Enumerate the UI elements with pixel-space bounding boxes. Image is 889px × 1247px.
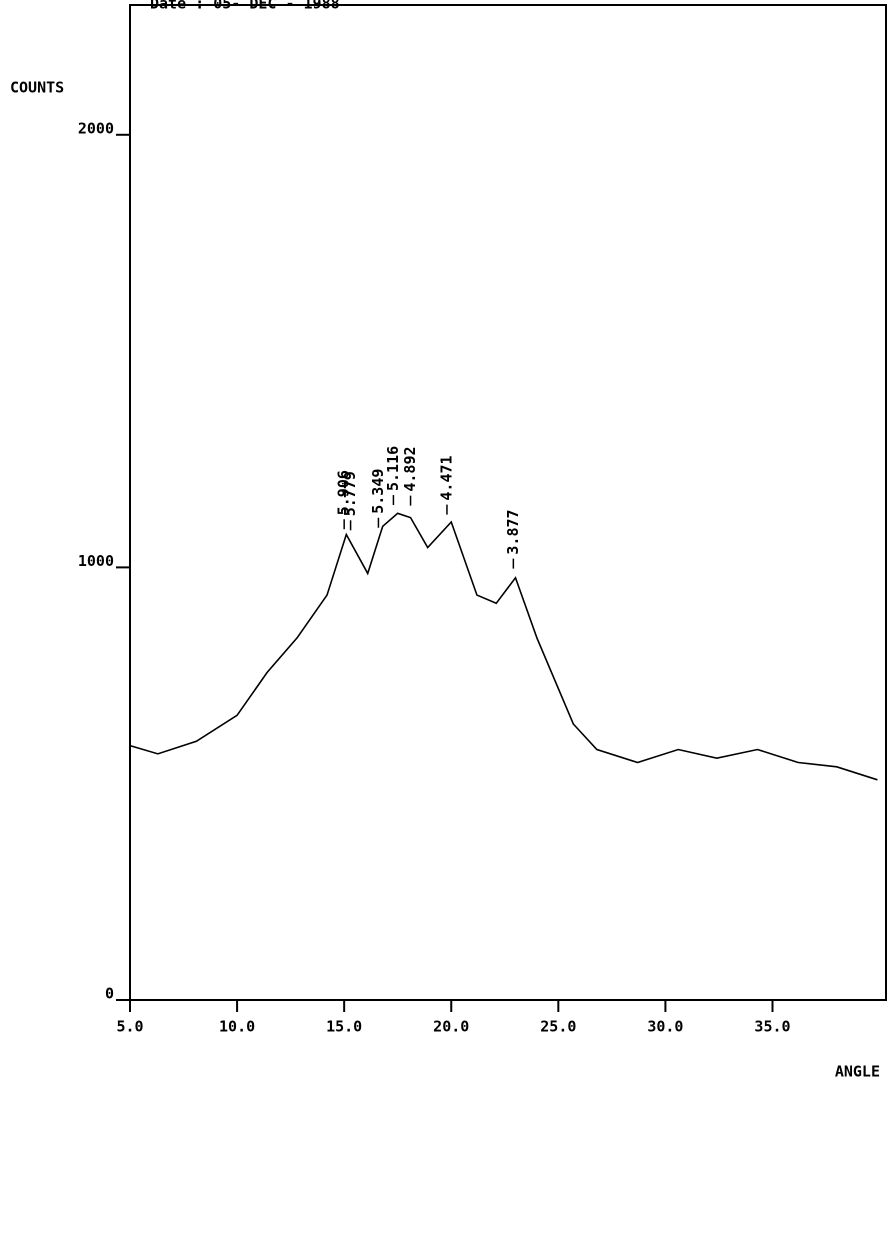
x-tick-label: 10.0 <box>219 1018 255 1036</box>
x-tick-label: 15.0 <box>326 1018 362 1036</box>
peak-label: 4.471 <box>437 455 455 500</box>
y-axis-label: COUNTS <box>10 79 64 97</box>
peak-label: 5.349 <box>369 469 387 514</box>
peak-label: 3.877 <box>504 509 522 554</box>
peak-label: 5.779 <box>341 471 359 516</box>
peak-label: 5.906 <box>335 470 353 515</box>
x-tick-label: 20.0 <box>433 1018 469 1036</box>
y-tick-label: 1000 <box>78 552 114 570</box>
peak-label: 5.116 <box>384 446 402 491</box>
x-tick-label: 25.0 <box>540 1018 576 1036</box>
x-tick-label: 5.0 <box>116 1018 143 1036</box>
x-tick-label: 30.0 <box>647 1018 683 1036</box>
x-axis-label: ANGLE <box>835 1063 880 1081</box>
x-tick-label: 35.0 <box>754 1018 790 1036</box>
y-tick-label: 0 <box>105 985 114 1003</box>
y-tick-label: 2000 <box>78 119 114 137</box>
data-line <box>129 512 878 781</box>
peak-label: 4.892 <box>401 446 419 491</box>
plot-frame <box>129 4 887 1001</box>
header: Date : 05- DEC - 1988 <box>150 0 340 13</box>
